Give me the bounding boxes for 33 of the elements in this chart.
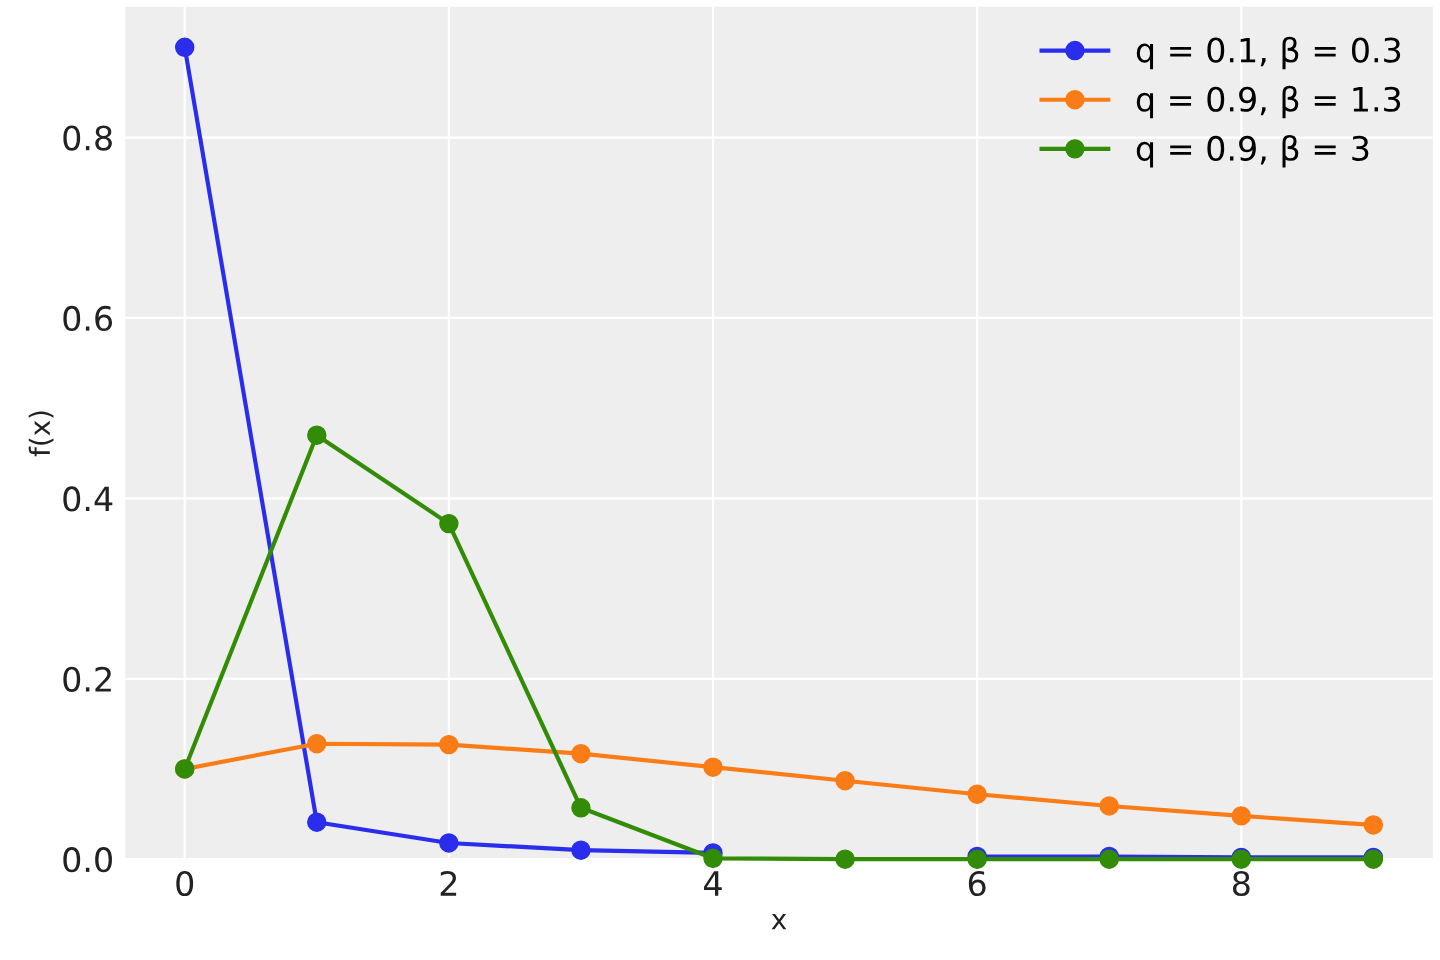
x-axis-title: x — [771, 914, 787, 930]
x-tick-label: 6 — [968, 870, 986, 897]
y-tick-label: 0.0 — [63, 847, 112, 873]
x-tick-label: 8 — [1232, 870, 1250, 897]
point — [835, 849, 855, 869]
point — [307, 425, 327, 445]
point — [1363, 815, 1384, 835]
point — [439, 513, 459, 534]
point — [703, 848, 723, 869]
point — [571, 743, 591, 764]
point — [439, 734, 459, 755]
point — [307, 812, 327, 832]
y-tick-label: 0.2 — [63, 666, 111, 692]
y-axis-title: f(x) — [28, 411, 54, 457]
x-tick-label: 2 — [440, 870, 457, 896]
point — [571, 798, 591, 818]
y-tick-label: 0.4 — [63, 486, 113, 512]
legend-label: q = 0.9, β = 1.3 — [1136, 85, 1401, 119]
point — [835, 770, 855, 791]
x-tick-label: 4 — [704, 871, 722, 896]
x-tick-label: 0 — [176, 870, 194, 897]
point — [439, 833, 459, 853]
point — [571, 840, 591, 860]
point — [174, 37, 195, 58]
y-tick-label: 0.8 — [63, 125, 112, 151]
legend-label: q = 0.9, β = 3 — [1136, 134, 1369, 168]
y-tick-label: 0.6 — [63, 305, 113, 332]
point — [967, 784, 987, 804]
point — [1231, 806, 1252, 826]
legend-label: q = 0.1, β = 0.3 — [1136, 36, 1401, 70]
point — [703, 757, 723, 777]
point — [1099, 796, 1119, 816]
point — [307, 734, 327, 754]
